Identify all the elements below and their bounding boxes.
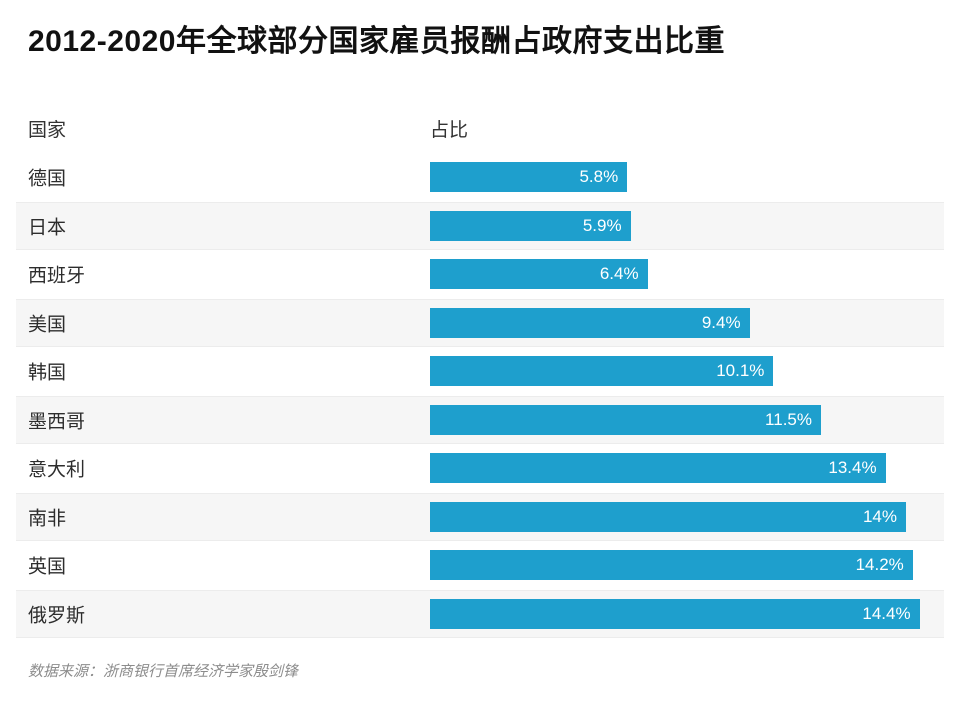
value-bar: 14% (430, 501, 906, 532)
bar-value-label: 9.4% (701, 312, 741, 332)
bar-value-label: 13.4% (828, 458, 877, 478)
bar-value-label: 14% (862, 506, 897, 526)
value-bar: 10.1% (430, 356, 774, 387)
value-bar: 6.4% (430, 259, 648, 290)
country-label: 西班牙 (28, 265, 86, 287)
column-header-country: 国家 (28, 120, 67, 141)
bar-value-label: 11.5% (765, 409, 812, 429)
value-bar: 5.8% (430, 162, 628, 193)
bar-value-label: 5.9% (582, 215, 622, 235)
table-row: 墨西哥 11.5% (0, 395, 960, 445)
column-header-share: 占比 (430, 120, 469, 141)
country-label: 墨西哥 (28, 411, 86, 433)
table-row: 美国 9.4% (0, 298, 960, 348)
value-bar: 14.4% (430, 598, 920, 629)
table-row: 意大利 13.4% (0, 444, 960, 493)
country-label: 南非 (28, 508, 67, 530)
country-label: 美国 (28, 314, 67, 336)
value-bar: 9.4% (430, 307, 750, 338)
chart-rows: 德国 5.8% 日本 5.9% 西班牙 6.4% 美国 9.4% 韩国 10.1% 墨西哥 11.5%… (0, 153, 960, 638)
country-label: 日本 (28, 217, 67, 239)
country-label: 俄罗斯 (28, 605, 86, 627)
table-row: 英国 14.2% (0, 541, 960, 590)
value-bar: 5.9% (430, 210, 631, 241)
table-row: 德国 5.8% (0, 153, 960, 202)
table-row: 俄罗斯 14.4% (0, 589, 960, 639)
value-bar: 13.4% (430, 453, 886, 484)
country-label: 英国 (28, 556, 67, 578)
table-row: 南非 14% (0, 492, 960, 542)
bar-value-label: 5.8% (579, 167, 619, 187)
column-headers: 国家 占比 (0, 115, 960, 141)
data-source-note: 数据来源：浙商银行首席经济学家殷剑锋 (28, 663, 299, 680)
country-label: 意大利 (28, 459, 86, 481)
bar-value-label: 14.4% (862, 603, 911, 623)
table-row: 西班牙 6.4% (0, 250, 960, 299)
table-row: 日本 5.9% (0, 201, 960, 251)
country-label: 德国 (28, 168, 67, 190)
table-row: 韩国 10.1% (0, 347, 960, 396)
bar-value-label: 14.2% (855, 555, 904, 575)
bar-value-label: 10.1% (716, 361, 765, 381)
bar-value-label: 6.4% (599, 264, 639, 284)
chart-title: 2012-2020年全球部分国家雇员报酬占政府支出比重 (28, 25, 725, 58)
country-label: 韩国 (28, 362, 67, 384)
chart-container: 2012-2020年全球部分国家雇员报酬占政府支出比重 国家 占比 德国 5.8%… (0, 25, 960, 681)
value-bar: 14.2% (430, 550, 913, 581)
value-bar: 11.5% (430, 404, 821, 435)
